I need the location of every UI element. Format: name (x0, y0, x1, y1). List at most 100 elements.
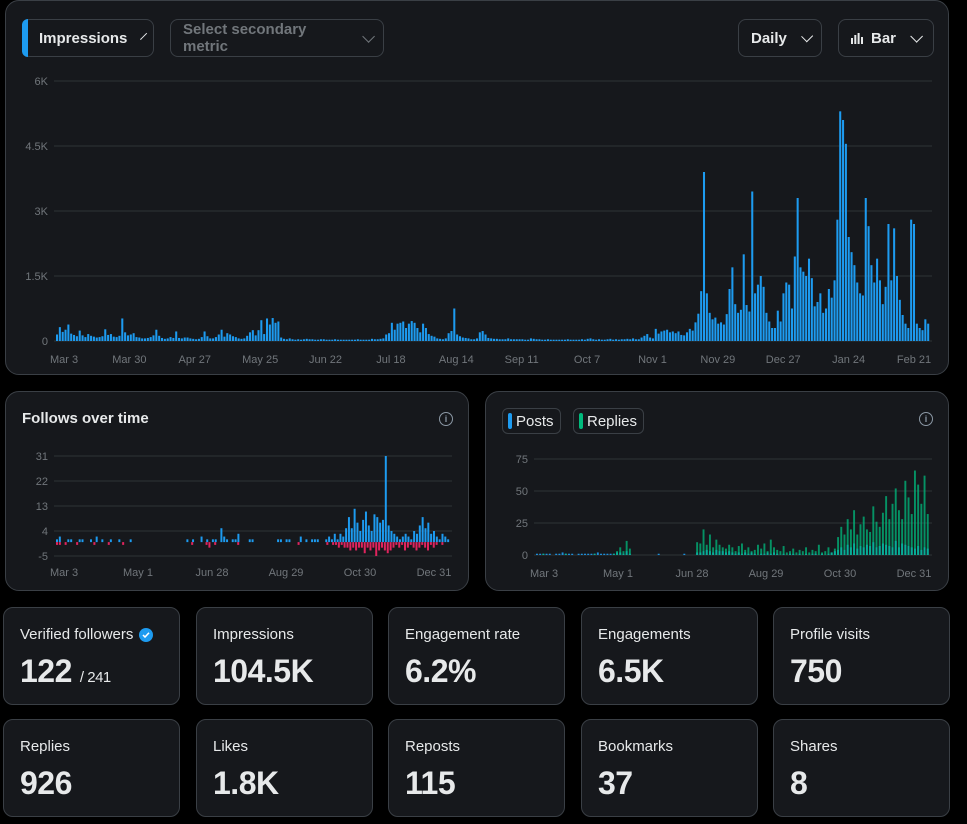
bar-impressions (297, 339, 300, 341)
info-icon[interactable]: i (919, 412, 933, 426)
bar-impressions (544, 339, 547, 341)
x-tick-label: Nov 1 (638, 354, 667, 366)
bar-unfollows (337, 542, 340, 548)
bar-impressions (600, 339, 603, 341)
bar-follows (251, 539, 254, 543)
bar-unfollows (334, 542, 337, 545)
bar-impressions (458, 336, 461, 341)
stat-card-engagements[interactable]: Engagements 6.5K (581, 607, 758, 705)
bar-impressions (632, 338, 635, 341)
chart-type-dropdown[interactable]: Bar (838, 19, 934, 57)
stat-card-reposts[interactable]: Reposts 115 (388, 719, 565, 817)
secondary-metric-dropdown[interactable]: Select secondary metric (170, 19, 384, 57)
bar-impressions (487, 337, 490, 341)
stat-card-shares[interactable]: Shares 8 (773, 719, 950, 817)
bar-impressions (575, 339, 578, 341)
bar-replies (885, 496, 888, 555)
bar-follows (441, 533, 444, 543)
x-tick-label: Feb 21 (897, 354, 931, 366)
bar-impressions (793, 256, 796, 341)
verified-badge-icon (139, 627, 154, 642)
bar-impressions (830, 297, 833, 341)
bar-impressions (876, 258, 879, 341)
legend-posts[interactable]: Posts (502, 408, 561, 434)
bar-replies (817, 544, 820, 555)
bar-impressions (493, 338, 496, 341)
interval-dropdown[interactable]: Daily (738, 19, 822, 57)
x-tick-label: Dec 27 (766, 354, 801, 366)
stat-card-impressions[interactable]: Impressions 104.5K (196, 607, 373, 705)
bar-unfollows (426, 542, 430, 551)
bar-replies (731, 547, 734, 555)
stat-card-engagement-rate[interactable]: Engagement rate 6.2% (388, 607, 565, 705)
bar-impressions (592, 339, 595, 341)
bar-posts (536, 553, 538, 555)
bar-impressions (702, 172, 706, 341)
bar-posts (657, 553, 660, 555)
bar-impressions (887, 224, 890, 341)
bar-impressions (822, 312, 825, 341)
bar-impressions (121, 318, 124, 341)
y-tick-label: 75 (516, 454, 528, 466)
bar-follows (226, 539, 229, 543)
bar-unfollows (415, 542, 418, 551)
bar-replies (888, 519, 891, 555)
bar-replies (564, 553, 567, 555)
bar-replies (753, 549, 756, 555)
bar-replies (878, 526, 881, 555)
bar-posts (571, 553, 574, 555)
bar-impressions (626, 338, 629, 341)
bar-replies (779, 551, 782, 555)
bar-impressions (328, 339, 331, 341)
bar-replies (782, 546, 785, 555)
bar-impressions (317, 339, 320, 341)
x-tick-label: May 25 (242, 354, 278, 366)
bar-follows (447, 539, 450, 543)
follows-chart: -5 4 13 22 31 Mar 3 May 1 Jun 28 Aug 29 Oct 30 Dec… (36, 451, 452, 579)
bar-follows (353, 508, 356, 543)
bar-replies (593, 553, 596, 555)
stat-card-profile-visits[interactable]: Profile visits 750 (773, 607, 950, 705)
bar-follows (407, 536, 410, 543)
y-tick-label: 0 (522, 550, 528, 562)
bar-unfollows (406, 542, 409, 548)
bar-follows (328, 536, 331, 543)
bar-unfollows (369, 542, 372, 551)
bar-impressions (762, 286, 765, 341)
primary-metric-dropdown[interactable]: Impressions (22, 19, 154, 57)
bar-impressions (453, 308, 456, 341)
bar-unfollows (326, 542, 329, 545)
bar-posts (584, 553, 586, 555)
impressions-panel: Impressions Select secondary metric Dail… (5, 0, 949, 375)
legend-replies-label: Replies (587, 412, 638, 430)
bar-impressions (64, 329, 67, 341)
stat-card-verified-followers[interactable]: Verified followers 122 / 241 (3, 607, 180, 705)
bar-follows (350, 528, 353, 543)
bar-impressions (742, 254, 745, 341)
bar-follows (237, 533, 240, 543)
bar-unfollows (383, 542, 386, 551)
bar-posts (558, 553, 561, 555)
stat-card-likes[interactable]: Likes 1.8K (196, 719, 373, 817)
bar-impressions (475, 338, 479, 341)
bar-unfollows (343, 542, 346, 548)
bar-impressions (785, 282, 788, 341)
bar-impressions (413, 322, 416, 341)
bar-replies (827, 547, 830, 555)
bar-replies (923, 475, 926, 555)
stat-card-bookmarks[interactable]: Bookmarks 37 (581, 719, 758, 817)
bar-replies (696, 542, 699, 555)
info-icon[interactable]: i (439, 412, 453, 426)
stat-card-replies[interactable]: Replies 926 (3, 719, 180, 817)
bar-impressions (254, 335, 257, 341)
bar-impressions (640, 337, 643, 341)
bar-impressions (555, 339, 558, 341)
legend-replies[interactable]: Replies (573, 408, 645, 434)
bar-impressions (861, 295, 864, 341)
x-tick-label: Jul 18 (376, 354, 405, 366)
bar-follows (379, 522, 382, 543)
bar-unfollows (421, 542, 424, 545)
bar-replies (737, 546, 740, 555)
bar-follows (311, 539, 314, 543)
bar-impressions (813, 306, 816, 341)
